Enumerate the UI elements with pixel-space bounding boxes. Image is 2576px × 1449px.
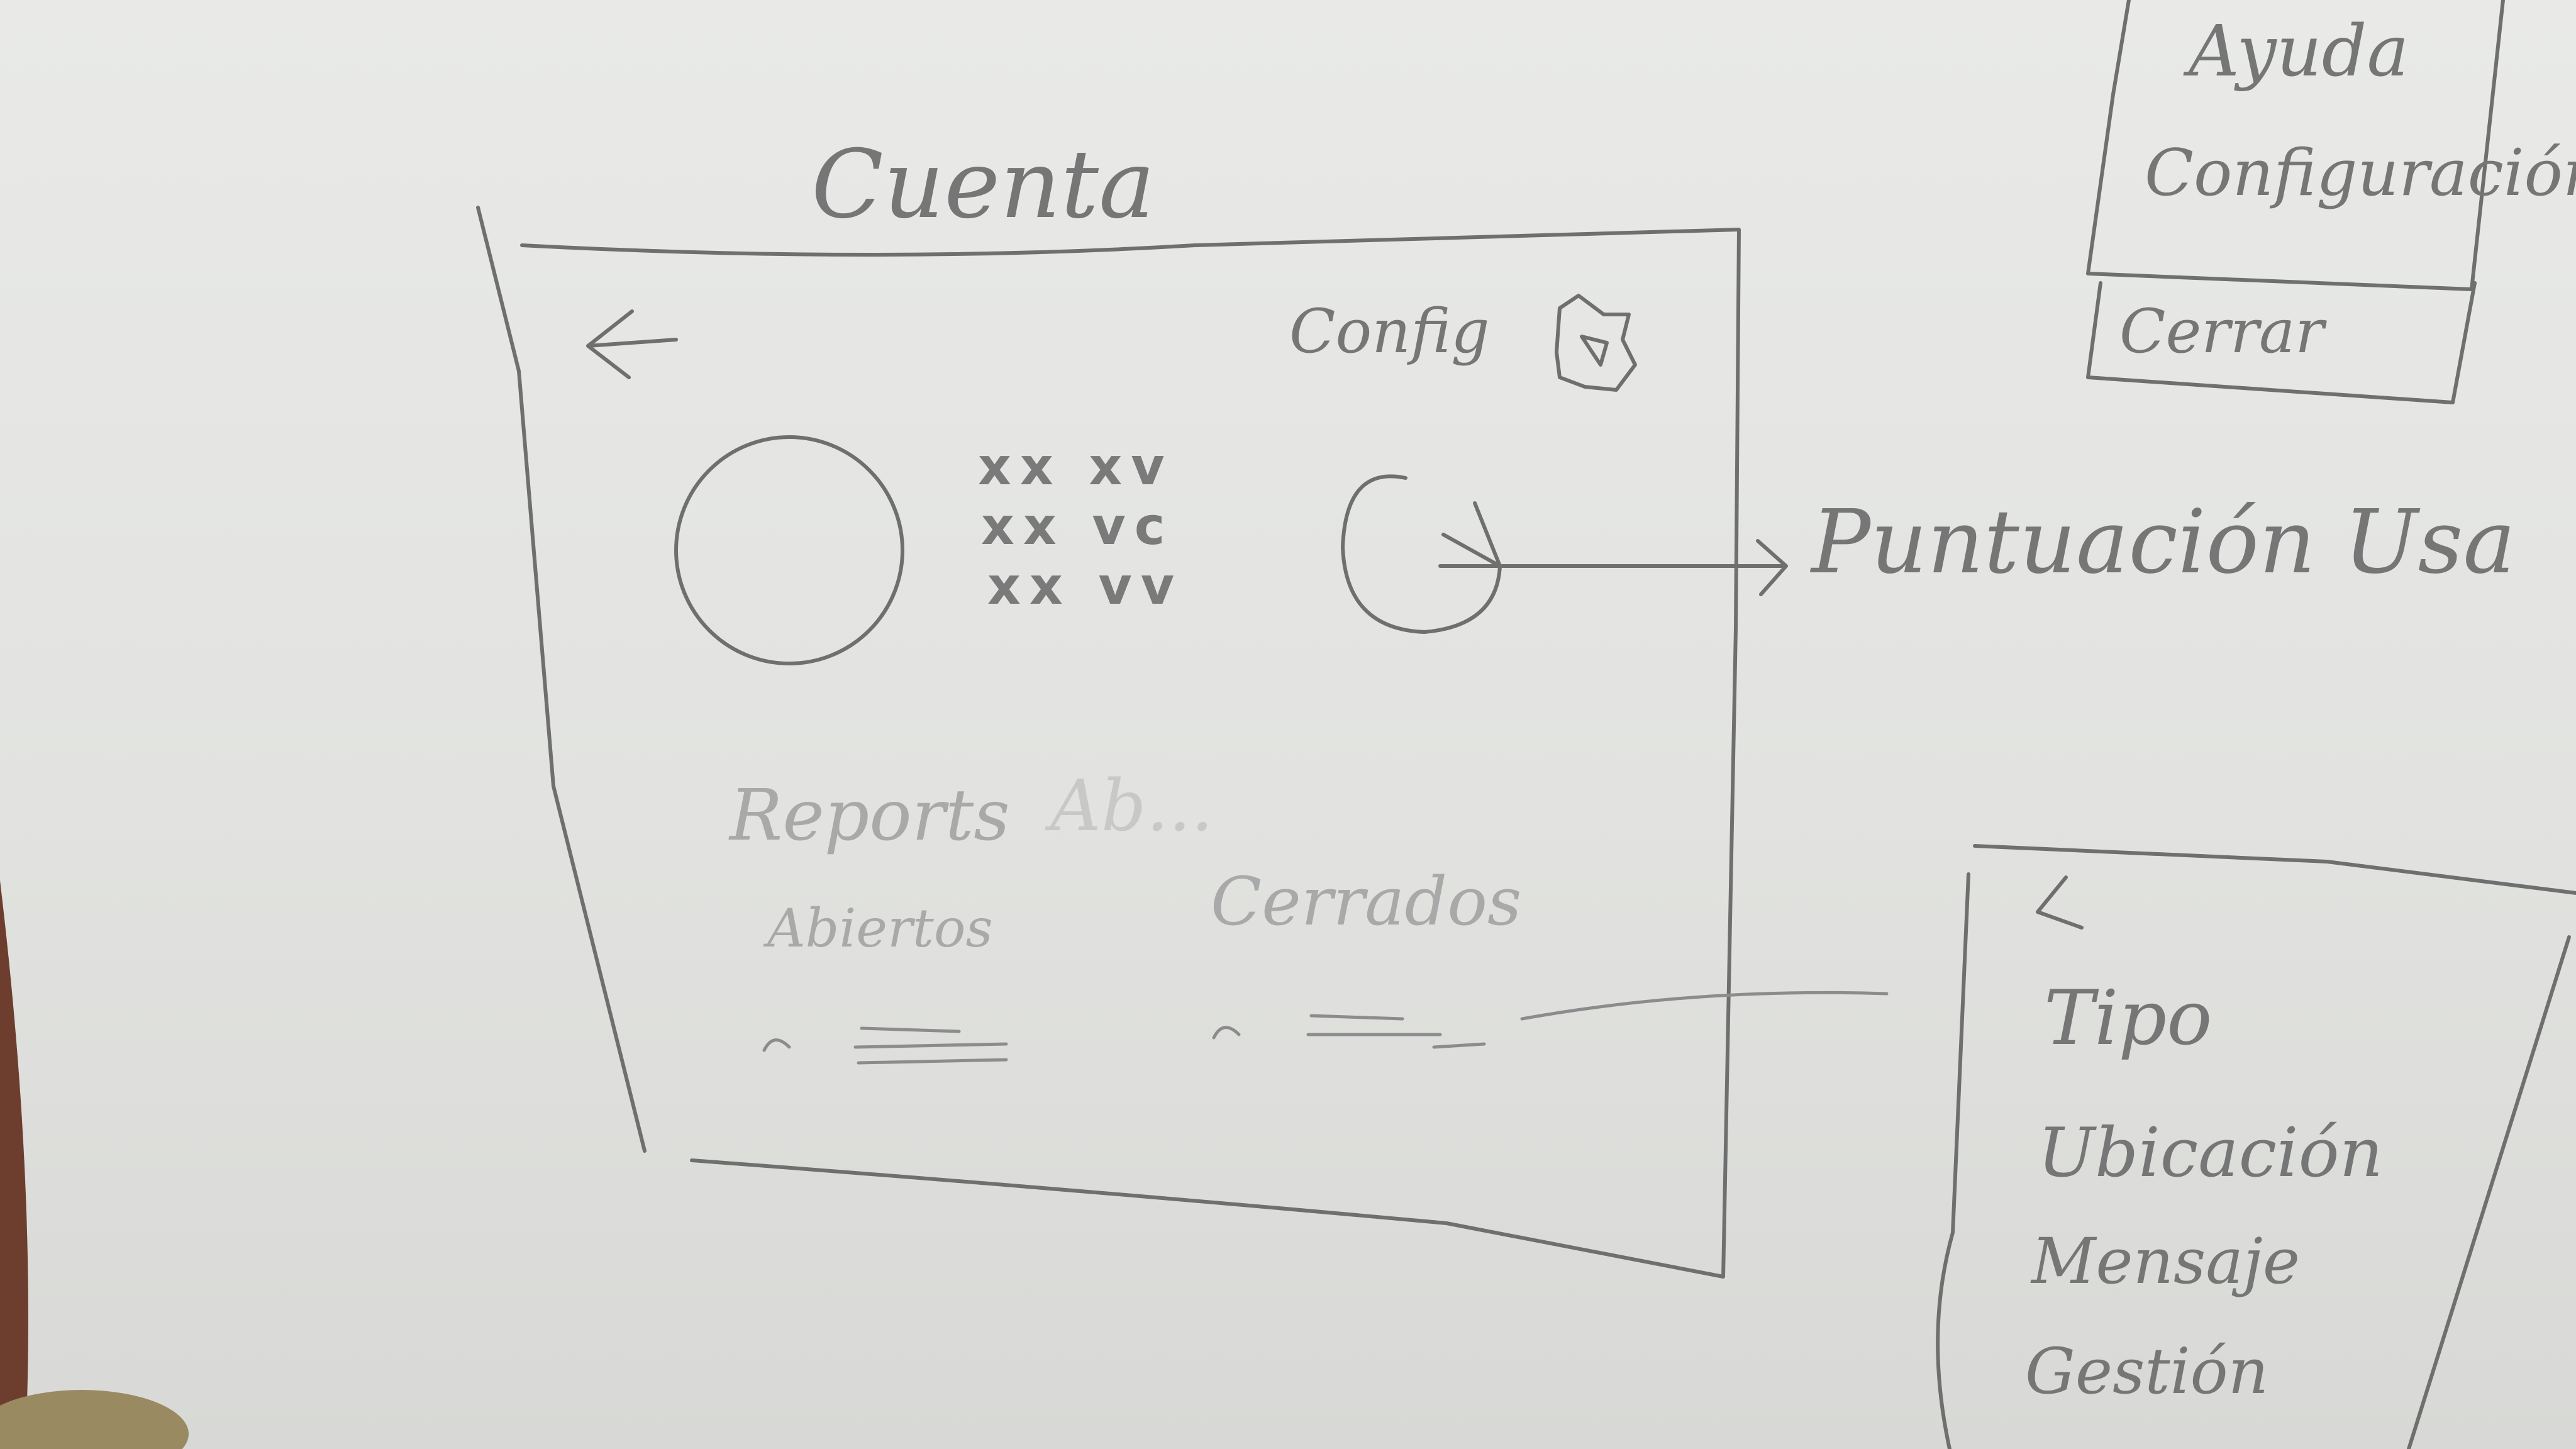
annotation-label: Puntuación Usa bbox=[1809, 491, 2516, 594]
stats-grid: xx xv xx vc xx vv bbox=[978, 437, 1183, 616]
detail-field-type: Tipo bbox=[2044, 975, 2212, 1062]
closed-reports-label[interactable]: Cerrados bbox=[1211, 863, 1521, 940]
gear-icon[interactable] bbox=[1555, 294, 1637, 392]
menu-item-help[interactable]: Ayuda bbox=[2183, 11, 2409, 92]
annotation-arrow bbox=[1438, 539, 1788, 596]
config-label: Config bbox=[1289, 296, 1490, 367]
menu-close-button[interactable]: Cerrar bbox=[2119, 296, 2327, 367]
finger-shadow bbox=[0, 880, 28, 1449]
menu-footer-box bbox=[2086, 281, 2477, 404]
menu-item-settings[interactable]: Configuración bbox=[2145, 136, 2576, 211]
detail-field-message: Mensaje bbox=[2030, 1224, 2300, 1298]
score-annotation: Puntuación Usa bbox=[1438, 491, 2516, 596]
detail-frame bbox=[1936, 844, 2576, 1449]
open-reports-label[interactable]: Abiertos bbox=[763, 897, 993, 959]
reports-heading: Reports bbox=[728, 775, 1010, 857]
menu-popup: Ayuda Configuración Cerrar bbox=[2086, 0, 2576, 404]
open-report-item[interactable] bbox=[762, 1026, 1008, 1065]
avatar-circle bbox=[674, 435, 904, 665]
detail-back-arrow-icon[interactable] bbox=[2036, 875, 2084, 930]
stats-row-2: xx vc bbox=[981, 497, 1174, 557]
stats-row-1: xx xv bbox=[978, 437, 1174, 497]
screen-title: Cuenta bbox=[811, 130, 1155, 240]
connector-line bbox=[1520, 991, 1889, 1021]
main-screen: Cuenta Config xx xv xx vc xx vv Reports … bbox=[476, 130, 1741, 1279]
menu-frame bbox=[2086, 0, 2505, 291]
detail-panel: Tipo Ubicación Mensaje Gestión bbox=[1520, 844, 2576, 1449]
fingertip bbox=[0, 1390, 189, 1449]
reports-faded-text: Ab... bbox=[1045, 765, 1213, 847]
detail-field-management: Gestión bbox=[2025, 1335, 2268, 1408]
stats-row-3: xx vv bbox=[987, 557, 1183, 616]
screen-frame bbox=[476, 206, 1741, 1279]
back-arrow-icon[interactable] bbox=[586, 309, 678, 379]
detail-field-location: Ubicación bbox=[2038, 1114, 2383, 1192]
closed-report-item[interactable] bbox=[1212, 1014, 1486, 1049]
score-refresh-icon[interactable] bbox=[1341, 474, 1502, 634]
